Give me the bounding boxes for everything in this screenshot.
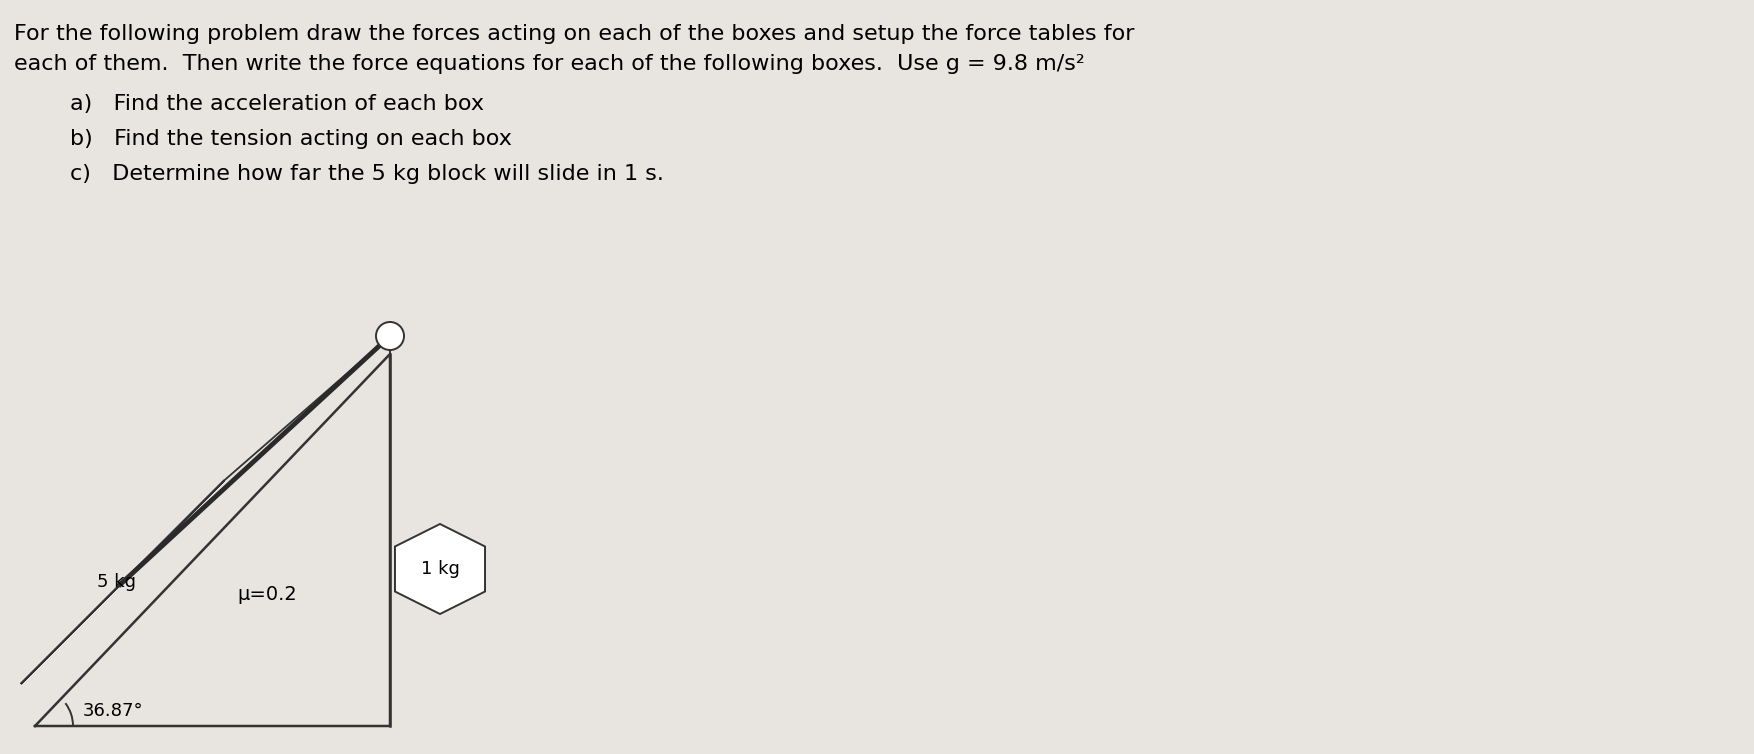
Text: c)   Determine how far the 5 kg block will slide in 1 s.: c) Determine how far the 5 kg block will… [70, 164, 663, 184]
Text: 36.87°: 36.87° [82, 702, 144, 720]
Text: each of them.  Then write the force equations for each of the following boxes.  : each of them. Then write the force equat… [14, 54, 1084, 74]
Text: 1 kg: 1 kg [421, 560, 460, 578]
Text: a)   Find the acceleration of each box: a) Find the acceleration of each box [70, 94, 484, 114]
Polygon shape [395, 524, 486, 614]
Text: 5 kg: 5 kg [96, 573, 137, 591]
Text: For the following problem draw the forces acting on each of the boxes and setup : For the following problem draw the force… [14, 24, 1135, 44]
Text: b)   Find the tension acting on each box: b) Find the tension acting on each box [70, 129, 512, 149]
Circle shape [375, 322, 403, 350]
Polygon shape [21, 480, 225, 684]
Text: μ=0.2: μ=0.2 [237, 586, 296, 605]
